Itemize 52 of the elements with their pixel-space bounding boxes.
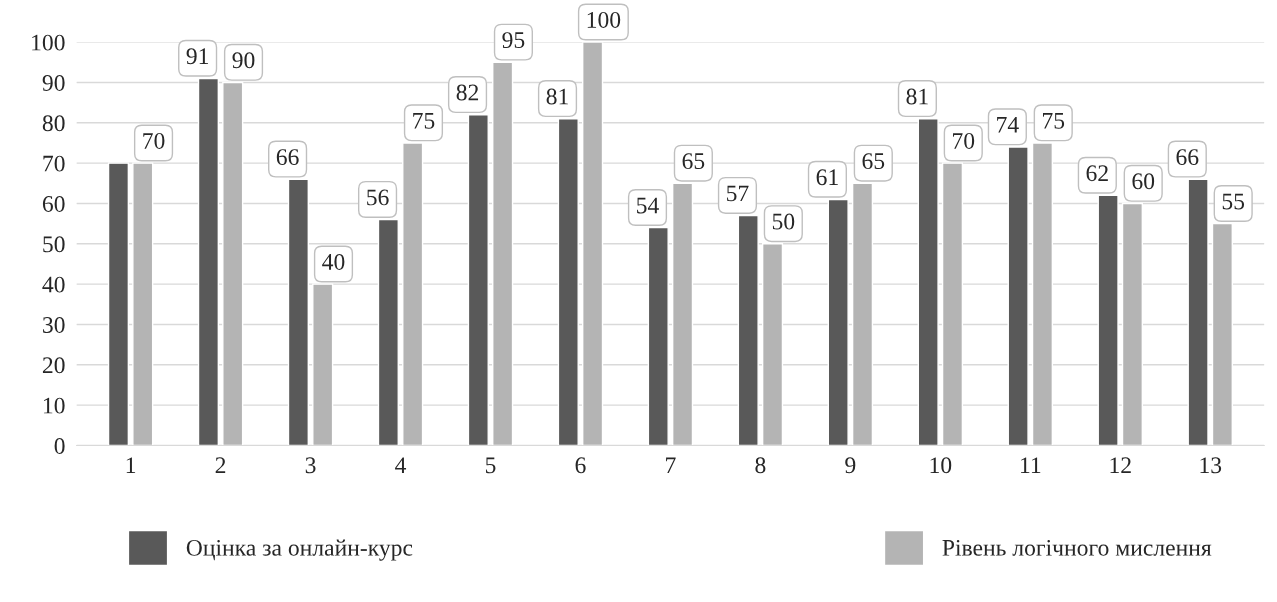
data-label: 75 — [413, 113, 435, 129]
data-label: 66 — [1176, 149, 1199, 166]
x-tick-label: 3 — [305, 457, 316, 474]
data-label: 40 — [322, 253, 345, 270]
data-label: 100 — [587, 11, 621, 28]
x-tick-label: 8 — [755, 457, 766, 474]
x-tick-label: 5 — [485, 457, 496, 474]
data-label: 74 — [997, 116, 1019, 133]
data-label: 90 — [232, 52, 255, 69]
data-label: 55 — [1222, 193, 1245, 210]
data-label: 54 — [637, 197, 659, 214]
y-tick-label: 0 — [54, 437, 65, 454]
data-label: 95 — [502, 32, 525, 49]
y-tick-label: 60 — [42, 195, 65, 212]
x-tick-label: 2 — [215, 457, 226, 473]
bar — [107, 162, 130, 446]
data-label: 57 — [727, 185, 749, 202]
data-label: 61 — [816, 169, 838, 186]
data-label: 91 — [186, 48, 209, 65]
x-tick-label: 9 — [845, 457, 856, 474]
data-label: 66 — [276, 149, 299, 166]
data-label: 60 — [1132, 173, 1155, 190]
x-tick-label: 12 — [1110, 457, 1131, 473]
x-tick-label: 6 — [575, 457, 586, 474]
y-tick-label: 10 — [43, 397, 65, 414]
data-label: 62 — [1086, 165, 1108, 182]
legend-label: Оцінка за онлайн-курс — [186, 539, 413, 561]
data-label: 50 — [772, 213, 795, 230]
data-label: 65 — [682, 153, 705, 170]
y-tick-label: 40 — [42, 276, 65, 293]
y-tick-label: 100 — [32, 34, 65, 51]
data-label: 81 — [546, 88, 568, 105]
x-tick-label: 1 — [126, 457, 136, 473]
y-tick-label: 70 — [43, 155, 65, 172]
y-tick-label: 20 — [42, 357, 65, 374]
data-label: 81 — [906, 88, 928, 105]
x-tick-label: 10 — [930, 457, 952, 474]
x-tick-label: 11 — [1021, 457, 1041, 473]
x-tick-label: 7 — [666, 457, 676, 473]
y-tick-label: 30 — [43, 316, 65, 333]
y-tick-label: 50 — [43, 236, 65, 253]
y-tick-label: 80 — [42, 115, 65, 132]
data-label: 70 — [143, 132, 165, 149]
legend-label: Рівень логічного мислення — [942, 539, 1212, 556]
y-tick-label: 90 — [42, 74, 65, 91]
data-label: 65 — [862, 153, 885, 170]
x-tick-label: 13 — [1200, 457, 1222, 474]
data-label: 75 — [1043, 113, 1065, 129]
x-tick-label: 4 — [395, 457, 407, 473]
data-label: 56 — [367, 189, 389, 206]
data-label: 70 — [953, 132, 975, 149]
data-label: 82 — [456, 84, 479, 101]
